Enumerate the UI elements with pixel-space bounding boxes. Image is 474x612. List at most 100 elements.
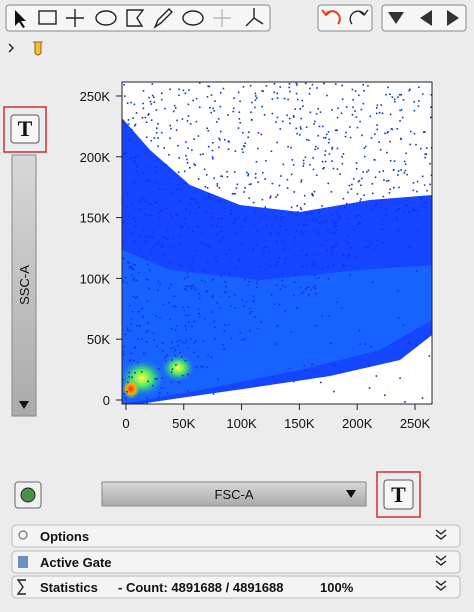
event-dot: [221, 175, 223, 178]
event-dot: [303, 194, 306, 197]
event-dot: [249, 84, 252, 87]
event-dot: [408, 211, 410, 213]
panels: Options Active Gate Statistics - Count: …: [11, 524, 461, 599]
x-tick-label: 250K: [400, 416, 431, 431]
event-dot: [338, 217, 340, 220]
event-dot: [190, 198, 193, 200]
event-dot: [229, 273, 231, 275]
event-dot: [346, 256, 349, 259]
event-dot: [147, 279, 149, 281]
event-dot: [191, 149, 193, 151]
event-dot: [333, 390, 335, 393]
event-dot: [294, 255, 297, 257]
event-dot: [160, 210, 163, 213]
event-dot: [153, 96, 155, 98]
event-dot: [150, 139, 153, 142]
event-dot: [227, 114, 229, 116]
event-dot: [358, 179, 361, 182]
event-dot: [142, 102, 144, 105]
event-dot: [342, 197, 345, 200]
event-dot: [149, 100, 152, 103]
dropdown-arrow: [346, 490, 356, 498]
event-dot: [166, 238, 169, 240]
event-dot: [153, 137, 156, 139]
expand-chevron[interactable]: [435, 580, 447, 591]
event-dot: [130, 157, 132, 159]
event-dot: [390, 128, 393, 130]
options-panel[interactable]: [11, 524, 461, 548]
event-dot: [265, 85, 268, 87]
event-dot: [249, 329, 251, 332]
event-dot: [254, 172, 257, 175]
expand-chevron[interactable]: [435, 529, 447, 540]
event-dot: [139, 199, 141, 202]
event-dot: [220, 230, 223, 233]
pointer-tool[interactable]: [15, 10, 26, 28]
event-dot: [133, 277, 135, 280]
event-dot: [299, 255, 301, 257]
event-dot: [363, 147, 366, 149]
event-dot: [241, 299, 244, 302]
event-dot: [289, 122, 291, 125]
pencil-tool[interactable]: [153, 8, 173, 29]
event-dot: [168, 153, 170, 156]
event-dot: [198, 293, 200, 295]
event-dot: [301, 265, 304, 268]
ellipse-tool[interactable]: [95, 10, 117, 26]
event-dot: [291, 159, 294, 161]
undo-button[interactable]: [321, 9, 341, 25]
event-dot: [130, 323, 132, 325]
event-dot: [170, 327, 173, 330]
y-text-button[interactable]: [10, 114, 40, 144]
event-dot: [398, 186, 400, 189]
event-dot: [206, 187, 209, 189]
event-dot: [272, 375, 275, 378]
rectangle-tool[interactable]: [38, 10, 57, 25]
previous-button[interactable]: [420, 10, 432, 26]
event-dot: [315, 113, 318, 115]
x-text-button[interactable]: [383, 479, 414, 510]
event-dot: [127, 123, 130, 125]
event-dot: [324, 150, 327, 152]
event-dot: [247, 284, 249, 286]
event-dot: [227, 140, 230, 143]
event-dot: [381, 220, 384, 222]
event-dot: [322, 220, 325, 223]
event-dot: [160, 387, 163, 390]
next-button[interactable]: [447, 10, 459, 26]
expand-chevron[interactable]: [435, 555, 447, 566]
event-dot: [178, 88, 180, 91]
active-gate-panel[interactable]: [11, 550, 461, 574]
redo-button[interactable]: [349, 9, 369, 25]
event-dot: [184, 288, 186, 290]
statistics-panel[interactable]: [11, 575, 461, 599]
event-dot: [218, 240, 221, 242]
x-parameter-dropdown[interactable]: [101, 481, 367, 507]
event-dot: [141, 172, 144, 174]
event-dot: [300, 128, 302, 130]
y-parameter-dropdown[interactable]: [11, 154, 37, 417]
event-dot: [311, 263, 314, 266]
event-dot: [175, 364, 177, 366]
event-dot: [299, 286, 302, 289]
event-dot: [183, 182, 186, 184]
quadrant-tool[interactable]: [66, 9, 84, 27]
polygon-tool[interactable]: [126, 9, 145, 27]
event-dot: [374, 133, 376, 135]
event-dot: [299, 126, 302, 128]
event-dot: [341, 306, 344, 309]
event-dot: [323, 167, 325, 169]
event-dot: [136, 296, 139, 298]
event-dot: [409, 143, 411, 146]
event-dot: [155, 109, 158, 111]
event-dot: [155, 170, 158, 173]
event-dot: [403, 172, 406, 174]
event-dot: [172, 236, 175, 239]
freehand-tool[interactable]: [182, 10, 204, 26]
expand-arrow[interactable]: [8, 43, 14, 53]
event-dot: [124, 397, 127, 400]
trisect-tool[interactable]: [245, 8, 264, 27]
event-dot: [310, 289, 312, 291]
event-dot: [183, 309, 186, 312]
down-button[interactable]: [388, 12, 404, 24]
